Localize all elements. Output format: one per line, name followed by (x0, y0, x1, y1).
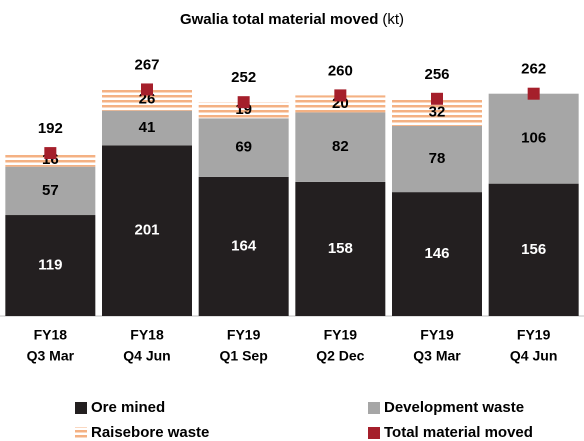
bar-segment (295, 181, 386, 316)
chart-title: Gwalia total material moved (180, 11, 378, 28)
x-tick-label: Q4 Jun (510, 348, 557, 364)
bar-segment (198, 118, 289, 177)
total-marker (44, 147, 57, 160)
bar-segment (5, 153, 96, 167)
value-label: 41 (139, 119, 156, 136)
value-label: 69 (235, 139, 252, 156)
value-label: 57 (42, 182, 59, 199)
chart-unit: (kt) (382, 11, 404, 28)
value-label: 201 (134, 222, 159, 239)
x-tick-label: FY18 (34, 327, 68, 343)
x-tick-label: FY19 (517, 327, 551, 343)
value-label: 32 (429, 103, 446, 120)
x-tick-label: Q3 Mar (413, 348, 461, 364)
bar-segment (102, 145, 192, 316)
chart-title-group: Gwalia total material moved (kt) (180, 11, 404, 28)
x-tick-label: Q3 Mar (27, 348, 75, 364)
total-marker (237, 96, 250, 109)
total-label: 267 (134, 56, 159, 73)
bar-segment (5, 215, 96, 316)
legend-swatch (368, 427, 380, 439)
total-marker (141, 83, 153, 96)
total-marker (334, 89, 347, 102)
value-label: 156 (521, 241, 546, 258)
total-label: 260 (328, 62, 353, 79)
bar-segment (102, 110, 192, 146)
bar-segment (392, 125, 482, 193)
value-label: 164 (231, 237, 257, 254)
x-tick-label: Q1 Sep (220, 348, 268, 364)
x-tick-label: Q4 Jun (123, 348, 170, 364)
bar-segment (295, 112, 386, 182)
value-label: 106 (521, 130, 546, 147)
legend-label: Ore mined (91, 399, 165, 416)
value-label: 82 (332, 138, 349, 155)
legend-swatch (75, 427, 87, 439)
value-label: 119 (38, 256, 62, 273)
total-marker (431, 92, 443, 105)
bar-segment (198, 176, 289, 316)
total-label: 252 (231, 69, 256, 86)
bar-segment (198, 102, 289, 119)
legend-label: Development waste (384, 399, 524, 416)
x-tick-label: FY18 (130, 327, 164, 343)
x-tick-label: FY19 (420, 327, 454, 343)
bar-segment (5, 166, 96, 216)
bar-segment (488, 93, 579, 184)
bar-segment (488, 183, 579, 316)
total-marker (527, 87, 540, 100)
legend-swatch (368, 402, 380, 414)
bar-segment (295, 95, 386, 113)
legend-label: Total material moved (384, 424, 533, 441)
bar-segment (102, 88, 192, 111)
total-label: 256 (424, 66, 449, 83)
x-tick-label: FY19 (324, 327, 358, 343)
x-tick-label: Q2 Dec (316, 348, 364, 364)
value-label: 78 (429, 150, 446, 167)
x-tick-label: FY19 (227, 327, 261, 343)
total-label: 262 (521, 61, 546, 78)
bar-segment (392, 192, 482, 316)
value-label: 146 (424, 245, 449, 262)
legend-label: Raisebore waste (91, 424, 209, 441)
legend-swatch (75, 402, 87, 414)
value-label: 158 (328, 240, 353, 257)
total-label: 192 (38, 120, 63, 137)
